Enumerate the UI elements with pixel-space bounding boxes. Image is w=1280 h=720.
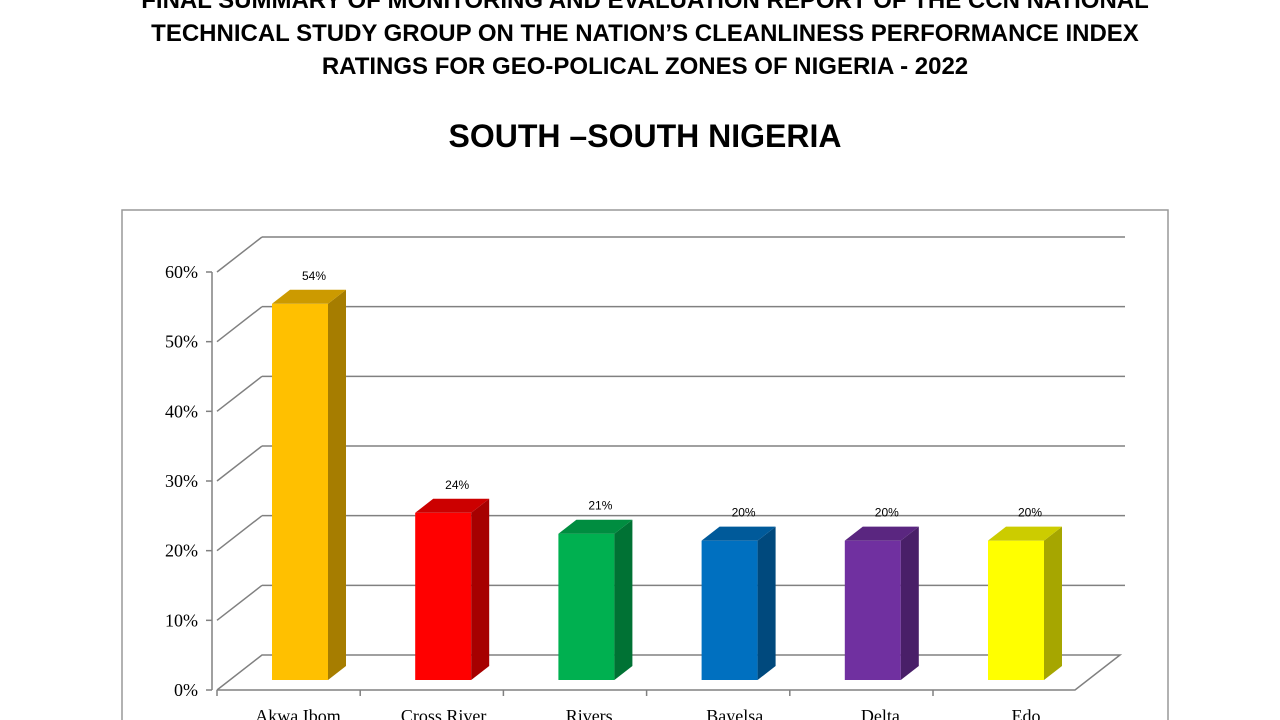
bar-side xyxy=(900,526,919,680)
grid-line xyxy=(216,445,263,482)
x-tick-label: Rivers xyxy=(566,706,613,720)
x-tick-label: Cross River xyxy=(401,706,487,720)
y-tick-label: 10% xyxy=(165,610,198,630)
value-label: 20% xyxy=(1018,506,1042,520)
bar-side xyxy=(328,289,346,680)
bar-side xyxy=(1044,526,1062,680)
x-tick-label: Bayelsa xyxy=(706,706,763,720)
title-line: FINAL SUMMARY OF MONITORING AND EVALUATI… xyxy=(141,0,1149,14)
bar-side xyxy=(471,498,490,680)
y-tick-label: 60% xyxy=(165,262,198,282)
bar-front xyxy=(272,303,328,680)
grid-line xyxy=(216,515,263,552)
bar-top xyxy=(701,526,776,541)
y-tick-label: 0% xyxy=(174,680,198,700)
bar-front xyxy=(558,533,615,680)
floor xyxy=(216,654,1123,691)
grid-line xyxy=(216,584,263,621)
grid-line xyxy=(216,375,263,412)
bar-side xyxy=(614,519,633,680)
bar-top xyxy=(988,526,1062,541)
value-label: 54% xyxy=(302,269,326,283)
title-line: RATINGS FOR GEO-POLICAL ZONES OF NIGERIA… xyxy=(322,53,968,80)
bar-side xyxy=(757,526,776,680)
value-label: 20% xyxy=(875,506,899,520)
value-label: 21% xyxy=(588,499,612,513)
bar-front xyxy=(701,540,758,680)
y-tick-label: 40% xyxy=(165,401,198,421)
y-tick-label: 50% xyxy=(165,332,198,352)
bar-front xyxy=(844,540,901,680)
y-tick-label: 20% xyxy=(165,541,198,561)
bar-top xyxy=(272,289,346,304)
subtitle: SOUTH –SOUTH NIGERIA xyxy=(449,118,842,154)
y-tick-label: 30% xyxy=(165,471,198,491)
bar-top xyxy=(844,526,919,541)
x-tick-label: Edo xyxy=(1012,706,1041,720)
x-tick-label: Akwa Ibom xyxy=(255,706,340,720)
value-label: 20% xyxy=(732,506,756,520)
grid-line xyxy=(216,236,263,273)
title-line: TECHNICAL STUDY GROUP ON THE NATION’S CL… xyxy=(151,20,1139,47)
x-tick-label: Delta xyxy=(861,706,900,720)
bar-front xyxy=(988,540,1044,680)
grid-line xyxy=(216,306,263,343)
bar-top xyxy=(415,498,490,513)
bar-front xyxy=(415,512,472,680)
bar-top xyxy=(558,519,633,534)
value-label: 24% xyxy=(445,478,469,492)
